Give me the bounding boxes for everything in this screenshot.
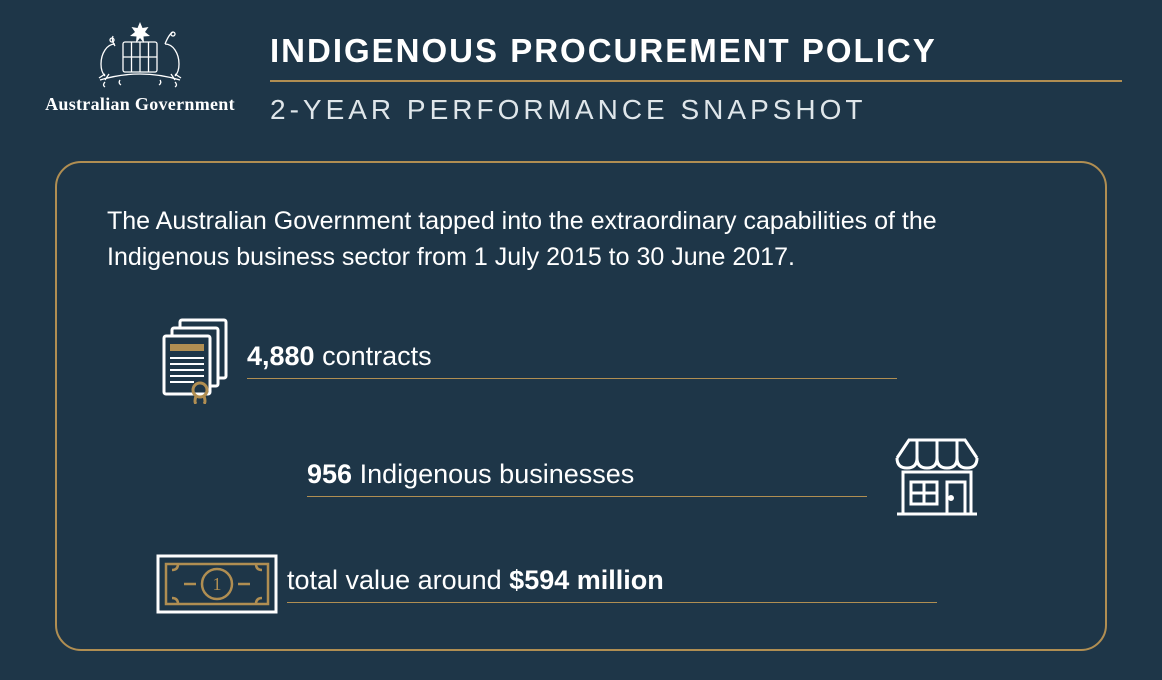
stat-businesses-value: 956: [307, 459, 352, 489]
documents-icon: [147, 316, 247, 404]
stat-value: 1 total value around $594 million: [147, 550, 1055, 618]
coat-of-arms-icon: [75, 20, 205, 88]
header: Australian Government INDIGENOUS PROCURE…: [0, 0, 1162, 136]
stat-businesses-text: 956 Indigenous businesses: [307, 459, 867, 497]
stat-contracts-label: contracts: [315, 341, 432, 371]
page-subtitle: 2-YEAR PERFORMANCE SNAPSHOT: [270, 94, 1122, 126]
stat-contracts-value: 4,880: [247, 341, 315, 371]
stat-contracts: 4,880 contracts: [147, 316, 1055, 404]
svg-text:1: 1: [213, 574, 222, 594]
crest-label: Australian Government: [45, 94, 235, 115]
crest-block: Australian Government: [40, 20, 240, 115]
storefront-icon: [882, 434, 992, 522]
snapshot-card: The Australian Government tapped into th…: [55, 161, 1107, 651]
stat-businesses-label: Indigenous businesses: [352, 459, 634, 489]
banknote-icon: 1: [147, 550, 287, 618]
stat-value-text: total value around $594 million: [287, 565, 937, 603]
stat-contracts-text: 4,880 contracts: [247, 341, 897, 379]
title-block: INDIGENOUS PROCUREMENT POLICY 2-YEAR PER…: [270, 20, 1122, 126]
page-title: INDIGENOUS PROCUREMENT POLICY: [270, 32, 1122, 82]
stat-value-amount: $594 million: [509, 565, 664, 595]
stat-businesses: 956 Indigenous businesses: [307, 434, 1055, 522]
intro-text: The Australian Government tapped into th…: [107, 203, 1055, 276]
stat-value-prefix: total value around: [287, 565, 509, 595]
